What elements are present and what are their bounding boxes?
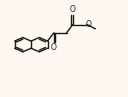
- Text: O: O: [70, 6, 76, 14]
- Text: O: O: [86, 20, 92, 29]
- Text: O: O: [51, 43, 57, 52]
